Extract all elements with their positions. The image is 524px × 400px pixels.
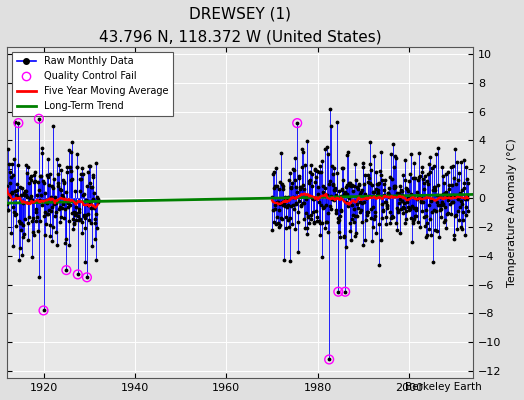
Point xyxy=(63,164,71,170)
Point xyxy=(58,200,67,207)
Point xyxy=(321,184,330,191)
Point xyxy=(57,167,65,173)
Point xyxy=(350,206,358,212)
Point xyxy=(89,174,97,180)
Point xyxy=(376,168,385,174)
Point xyxy=(394,190,402,197)
Point xyxy=(380,192,389,198)
Point xyxy=(443,168,452,175)
Point xyxy=(404,194,412,201)
Point xyxy=(83,183,92,189)
Point xyxy=(445,193,454,200)
Point xyxy=(84,169,92,175)
Point xyxy=(306,177,314,183)
Point xyxy=(319,204,328,211)
Point xyxy=(404,204,412,210)
Point xyxy=(46,221,54,228)
Point xyxy=(84,202,93,208)
Point xyxy=(322,202,330,208)
Point xyxy=(21,188,29,194)
Point xyxy=(34,179,42,185)
Point xyxy=(456,190,464,197)
Point xyxy=(335,229,343,235)
Point xyxy=(72,204,80,210)
Point xyxy=(71,188,79,194)
Point xyxy=(53,171,62,177)
Point xyxy=(29,215,37,221)
Point xyxy=(356,209,365,216)
Point xyxy=(360,198,368,205)
Point xyxy=(18,252,26,258)
Point xyxy=(53,156,61,163)
Point xyxy=(453,158,461,165)
Point xyxy=(458,226,466,232)
Point xyxy=(429,258,437,265)
Point xyxy=(4,207,12,214)
Point xyxy=(329,171,337,177)
Point xyxy=(309,220,318,226)
Point xyxy=(446,193,455,200)
Point xyxy=(294,173,303,180)
Point xyxy=(334,217,343,224)
Point xyxy=(423,178,431,184)
Point xyxy=(438,202,446,208)
Point xyxy=(42,210,51,217)
Point xyxy=(274,198,282,205)
Point xyxy=(341,288,350,295)
Point xyxy=(449,163,457,169)
Point xyxy=(458,217,467,224)
Point xyxy=(301,196,310,202)
Point xyxy=(78,164,86,171)
Point xyxy=(9,204,18,210)
Point xyxy=(415,150,423,156)
Point xyxy=(431,184,439,190)
Point xyxy=(435,202,444,208)
Point xyxy=(303,138,312,144)
Point xyxy=(400,220,409,226)
Point xyxy=(35,116,43,122)
Point xyxy=(389,140,397,147)
Point xyxy=(15,257,24,263)
Point xyxy=(54,182,62,189)
Point xyxy=(435,193,443,199)
Point xyxy=(319,182,327,189)
Point xyxy=(313,213,321,220)
Point xyxy=(290,176,299,183)
Title: DREWSEY (1)
43.796 N, 118.372 W (United States): DREWSEY (1) 43.796 N, 118.372 W (United … xyxy=(99,7,381,44)
Point xyxy=(36,218,44,225)
Point xyxy=(448,182,456,188)
Point xyxy=(357,207,365,213)
Point xyxy=(32,218,40,224)
Point xyxy=(432,150,440,157)
Point xyxy=(369,224,377,231)
Point xyxy=(56,204,64,210)
Point xyxy=(381,214,390,220)
Point xyxy=(388,176,396,182)
Point xyxy=(455,203,464,210)
Point xyxy=(64,198,72,204)
Point xyxy=(324,228,332,235)
Point xyxy=(320,191,329,197)
Point xyxy=(441,190,449,196)
Point xyxy=(355,180,364,187)
Point xyxy=(300,216,308,223)
Point xyxy=(70,220,79,226)
Point xyxy=(375,221,383,228)
Point xyxy=(339,165,347,172)
Point xyxy=(58,204,67,211)
Point xyxy=(373,181,381,187)
Point xyxy=(431,227,440,234)
Point xyxy=(365,175,373,182)
Point xyxy=(303,224,311,231)
Point xyxy=(39,307,48,314)
Point xyxy=(347,183,355,189)
Point xyxy=(415,192,423,198)
Point xyxy=(393,226,401,233)
Point xyxy=(58,192,66,198)
Point xyxy=(444,182,453,188)
Point xyxy=(374,187,382,193)
Point xyxy=(329,182,337,188)
Point xyxy=(369,204,377,210)
Point xyxy=(460,180,468,186)
Point xyxy=(351,233,359,239)
